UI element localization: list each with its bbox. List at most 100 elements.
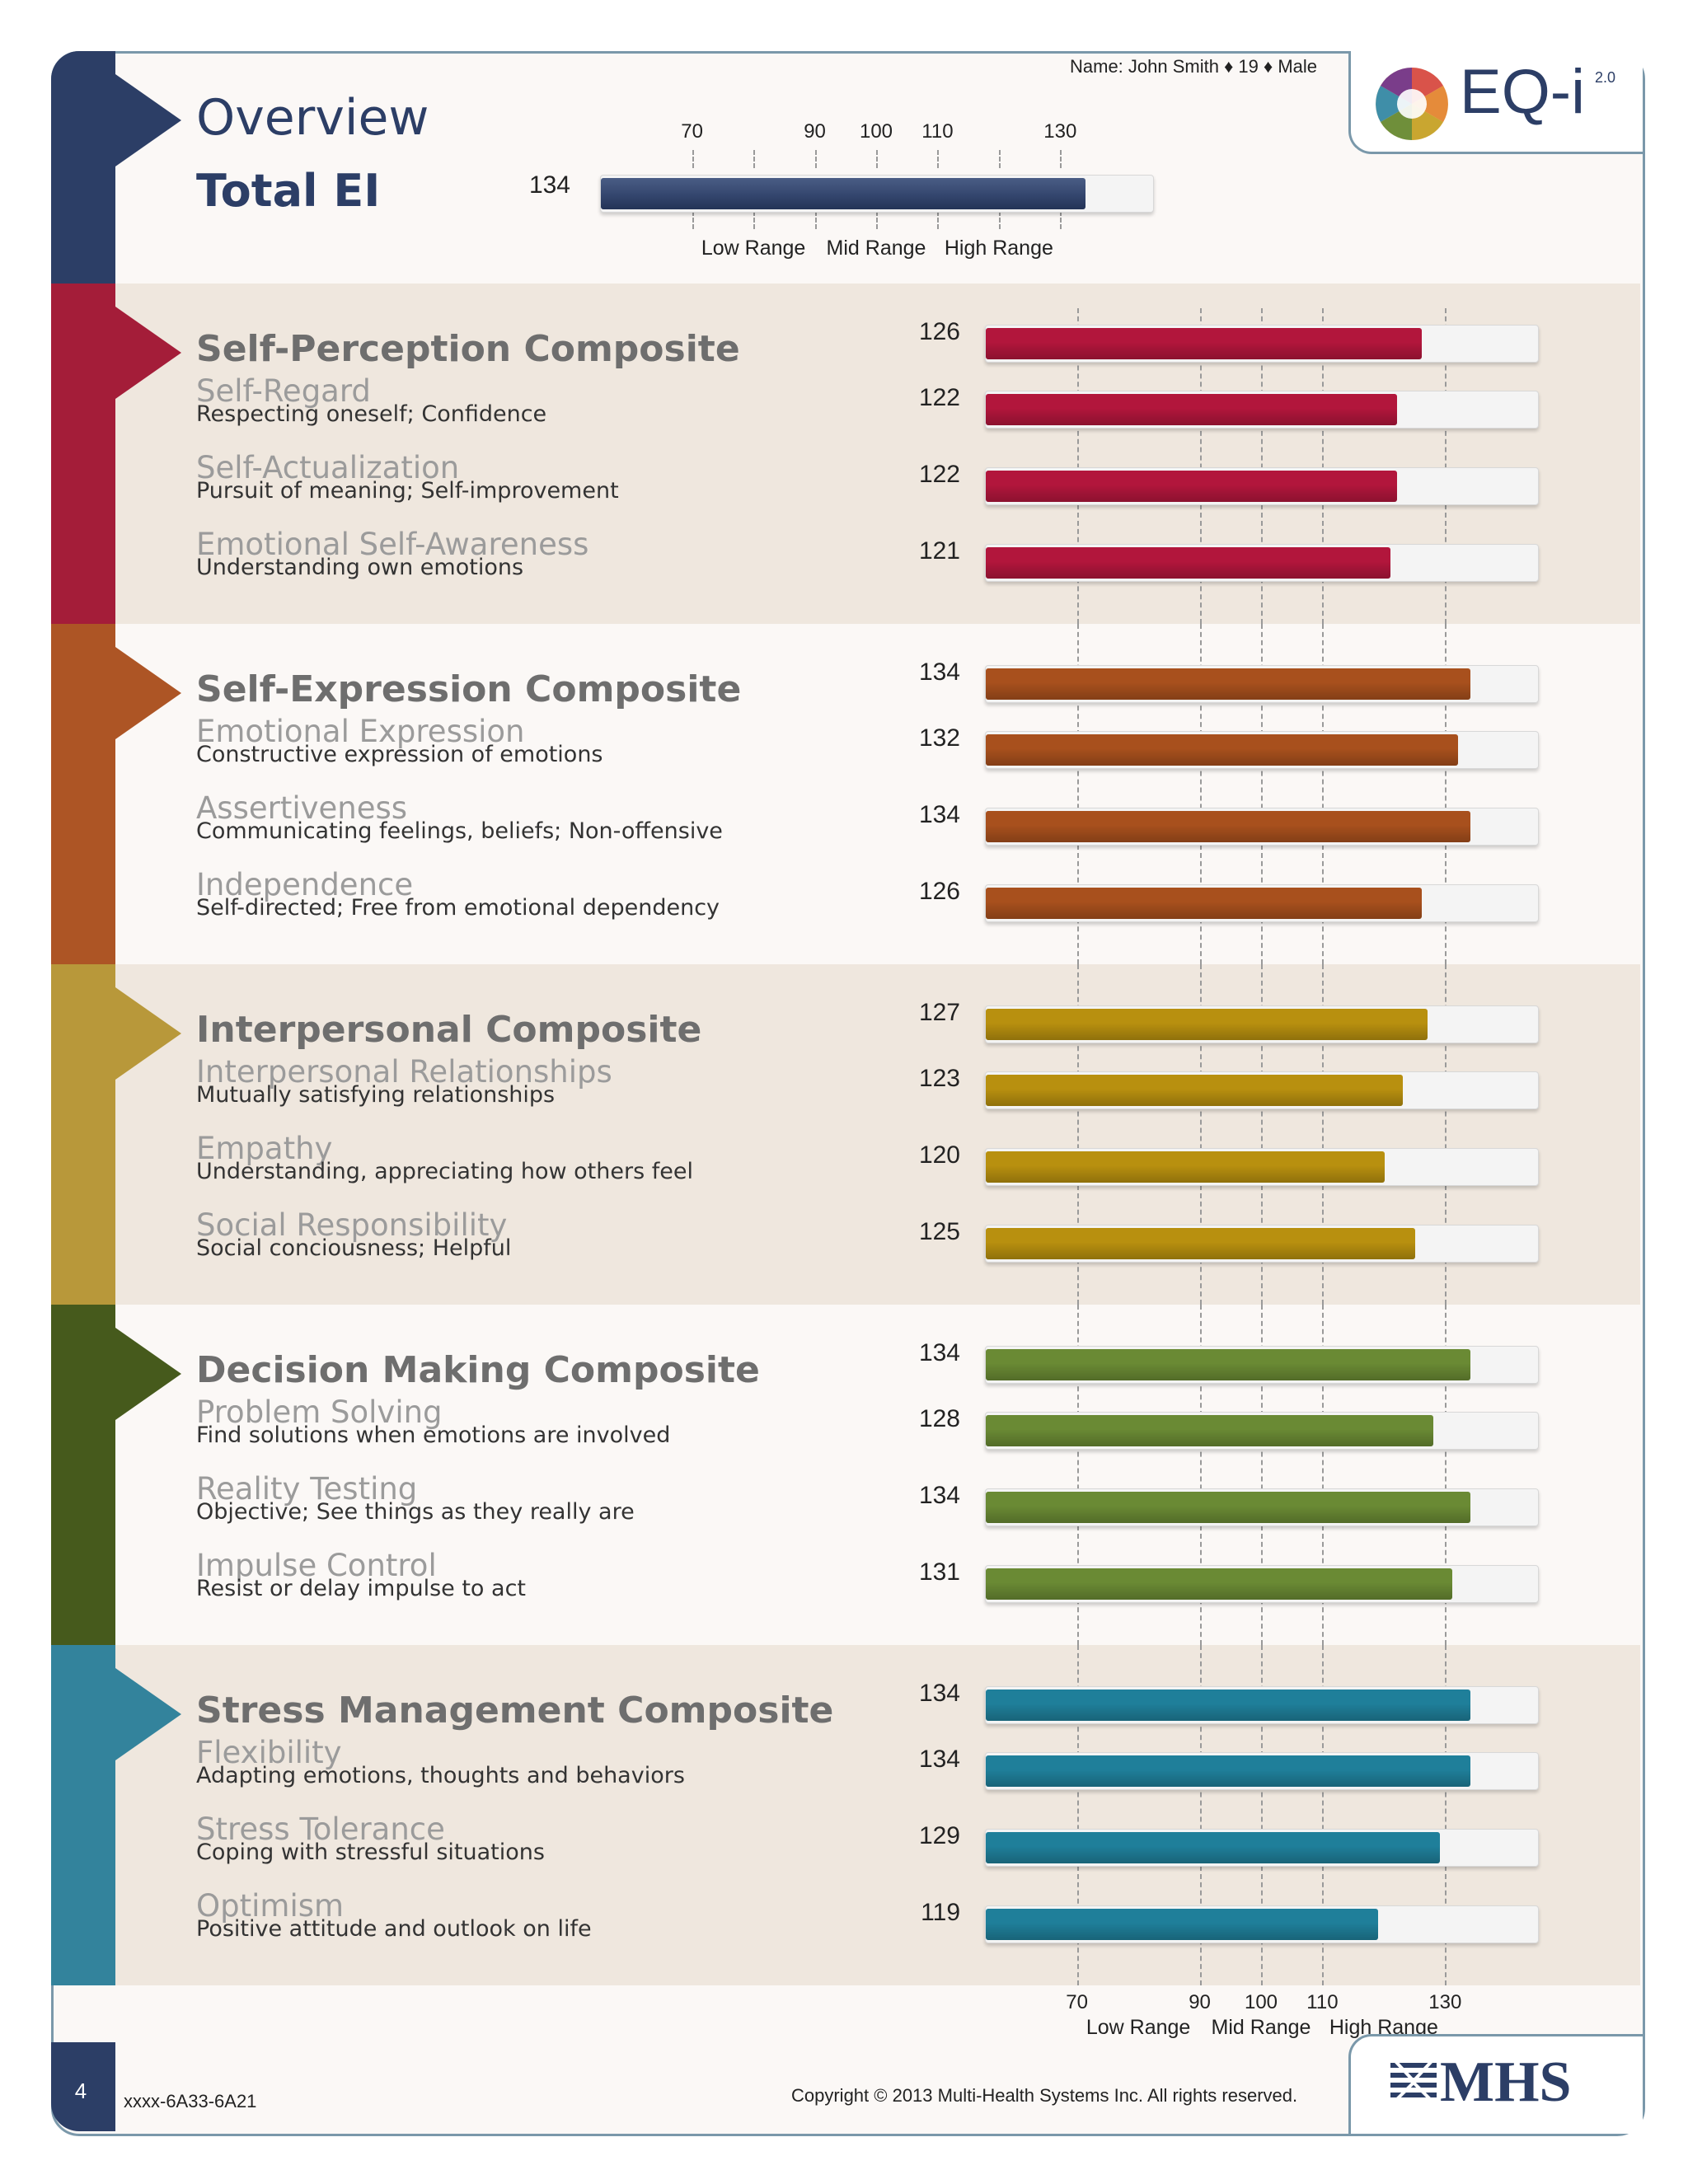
eqi-logo-text: EQ-i xyxy=(1460,57,1585,127)
composite-color-strip xyxy=(51,624,115,964)
subscale-description: Pursuit of meaning; Self-improvement xyxy=(196,478,619,504)
composite-scale-gridline xyxy=(1076,1305,1079,1645)
total-scale-tick-lower xyxy=(753,211,756,229)
composite-scale-gridline xyxy=(1199,1305,1202,1645)
composite-bar-track xyxy=(985,665,1539,703)
composite-arrow-icon xyxy=(115,647,181,739)
copyright-notice: Copyright © 2013 Multi-Health Systems In… xyxy=(791,2085,1298,2106)
composite-scale-gridline xyxy=(1322,964,1325,1305)
total-scale-label: 110 xyxy=(921,120,954,143)
subscale-description: Adapting emotions, thoughts and behavior… xyxy=(196,1763,685,1788)
subscale-bar-track xyxy=(985,467,1539,505)
composite-scale-gridline xyxy=(1445,1645,1447,1985)
bottom-scale-label: 100 xyxy=(1244,1991,1278,2013)
bottom-scale-label: 130 xyxy=(1428,1991,1462,2013)
subscale-score: 123 xyxy=(918,1065,960,1092)
subscale-bar-track xyxy=(985,1752,1539,1790)
subscale-description: Resist or delay impulse to act xyxy=(196,1576,527,1601)
subscale-score: 134 xyxy=(918,1482,960,1509)
subscale-description: Coping with stressful situations xyxy=(196,1840,545,1865)
subscale-name: Assertiveness xyxy=(196,790,408,826)
subscale-score: 131 xyxy=(918,1558,960,1586)
total-scale-tick-upper xyxy=(753,150,756,168)
composite-color-strip xyxy=(51,1645,115,1985)
composite-scale-gridline xyxy=(1445,1305,1447,1645)
subscale-description: Understanding own emotions xyxy=(196,555,524,580)
mhs-logo-text: MHS xyxy=(1440,2050,1572,2114)
total-scale-tick-upper xyxy=(876,150,878,168)
subscale-name: Social Responsibility xyxy=(196,1207,508,1243)
composite-arrow-icon xyxy=(115,1328,181,1420)
composite-title: Stress Management Composite xyxy=(196,1690,834,1732)
total-scale-label: 130 xyxy=(1043,120,1077,143)
total-ei-label: Total EI xyxy=(196,165,381,217)
eqi-logo-icon xyxy=(1376,68,1448,140)
subscale-bar-track xyxy=(985,391,1539,429)
report-code: xxxx-6A33-6A21 xyxy=(124,2091,257,2111)
composite-scale-gridline xyxy=(1261,624,1263,964)
subscale-bar-track xyxy=(985,1071,1539,1109)
total-range-label: Mid Range xyxy=(826,237,926,260)
subscale-description: Self-directed; Free from emotional depen… xyxy=(196,895,720,921)
subscale-description: Communicating feelings, beliefs; Non-off… xyxy=(196,818,723,844)
subscale-bar xyxy=(986,888,1422,919)
subscale-bar-track xyxy=(985,1905,1539,1943)
mhs-logo: MHS xyxy=(1348,2034,1643,2134)
composite-arrow-icon xyxy=(115,1668,181,1760)
bottom-scale-label: 110 xyxy=(1306,1991,1339,2013)
subscale-description: Constructive expression of emotions xyxy=(196,742,603,767)
composite-bar-track xyxy=(985,325,1539,363)
subscale-bar xyxy=(986,1909,1379,1940)
subscale-bar-track xyxy=(985,808,1539,846)
total-scale-label: 90 xyxy=(804,120,826,143)
subscale-bar xyxy=(986,1755,1471,1787)
composite-bar xyxy=(986,328,1422,359)
subscale-score: 132 xyxy=(918,724,960,752)
total-scale-tick-lower xyxy=(876,211,878,229)
composite-scale-gridline xyxy=(1445,624,1447,964)
total-ei-score: 134 xyxy=(528,171,570,199)
subscale-bar xyxy=(986,1492,1471,1523)
subscale-score: 119 xyxy=(921,1899,960,1926)
subscale-bar xyxy=(986,547,1391,579)
overview-arrow-icon xyxy=(115,74,181,166)
total-scale-tick-lower xyxy=(814,211,817,229)
subscale-bar xyxy=(986,734,1459,766)
subscale-bar-track xyxy=(985,1225,1539,1263)
subscale-bar xyxy=(986,1832,1440,1863)
composite-scale-gridline xyxy=(1322,1645,1325,1985)
total-scale-tick-upper xyxy=(814,150,817,168)
total-ei-bar-track xyxy=(600,175,1154,213)
total-scale-tick-lower xyxy=(998,211,1001,229)
total-range-label: High Range xyxy=(944,237,1053,260)
subscale-bar-track xyxy=(985,544,1539,582)
composite-scale-gridline xyxy=(1199,624,1202,964)
subscale-name: Interpersonal Relationships xyxy=(196,1054,612,1090)
composite-title: Decision Making Composite xyxy=(196,1349,760,1391)
subscale-bar-track xyxy=(985,1148,1539,1186)
composite-color-strip xyxy=(51,1305,115,1645)
total-scale-tick-lower xyxy=(692,211,694,229)
composite-bar xyxy=(986,668,1471,700)
total-scale-tick-lower xyxy=(937,211,940,229)
composite-bar xyxy=(986,1009,1428,1040)
subscale-score: 128 xyxy=(918,1405,960,1432)
subscale-score: 134 xyxy=(918,1746,960,1773)
composite-title: Self-Perception Composite xyxy=(196,328,740,370)
total-scale-label: 100 xyxy=(859,120,893,143)
composite-bar-track xyxy=(985,1686,1539,1724)
page-title: Overview xyxy=(196,89,429,147)
composite-scale-gridline xyxy=(1322,624,1325,964)
composite-scale-gridline xyxy=(1199,964,1202,1305)
composite-title: Self-Expression Composite xyxy=(196,668,742,710)
subscale-score: 134 xyxy=(918,801,960,828)
subscale-bar-track xyxy=(985,1412,1539,1450)
subscale-description: Find solutions when emotions are involve… xyxy=(196,1422,671,1448)
composite-score: 134 xyxy=(918,658,960,686)
bottom-range-label: Low Range xyxy=(1085,2016,1191,2039)
composite-title: Interpersonal Composite xyxy=(196,1009,702,1051)
subscale-bar-track xyxy=(985,1829,1539,1867)
respondent-info: Name: John Smith ♦ 19 ♦ Male xyxy=(1070,56,1318,77)
subscale-score: 120 xyxy=(918,1141,960,1169)
